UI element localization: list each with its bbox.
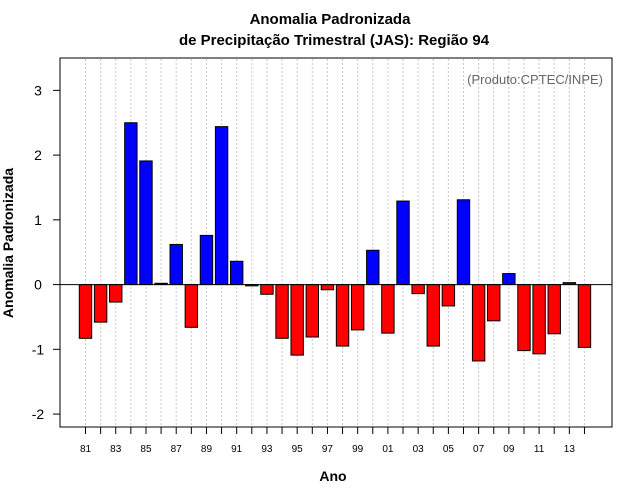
- bar-1985: [139, 160, 153, 286]
- bar-1999: [350, 284, 365, 331]
- bar-1991: [230, 260, 244, 286]
- y-tick-label: 2: [34, 147, 42, 163]
- bar-2008: [487, 284, 501, 322]
- x-tick-label: 03: [413, 444, 425, 455]
- y-tick-label: 3: [34, 82, 42, 98]
- x-tick-label: 01: [382, 444, 394, 455]
- x-tick-label: 07: [473, 444, 485, 455]
- bar-1994: [275, 284, 289, 339]
- y-axis-label: Anomalia Padronizada: [0, 168, 16, 318]
- x-axis-label: Ano: [319, 468, 346, 484]
- bar-1995: [290, 284, 304, 356]
- x-tick-label: 85: [140, 444, 152, 455]
- x-tick-label: 93: [261, 444, 273, 455]
- bar-2009: [502, 273, 516, 286]
- x-tick-label: 99: [352, 444, 364, 455]
- bar-1997: [320, 284, 335, 291]
- x-tick-label: 83: [110, 444, 122, 455]
- bar-1982: [93, 284, 108, 323]
- bar-1983: [109, 284, 123, 303]
- plot-frame: [59, 57, 613, 428]
- bars: [78, 122, 592, 362]
- bar-1990: [214, 126, 229, 286]
- y-tick-label: -1: [32, 341, 45, 357]
- x-tick-label: 95: [292, 444, 304, 455]
- bar-1987: [169, 243, 183, 286]
- bar-2004: [426, 284, 440, 347]
- x-tick-label: 91: [231, 444, 243, 455]
- bar-1981: [78, 284, 93, 339]
- bar-1984: [124, 122, 138, 286]
- chart-title: Anomalia Padronizada: [250, 11, 412, 28]
- chart-subtitle: de Precipitação Trimestral (JAS): Região…: [179, 32, 490, 49]
- bar-2012: [547, 284, 561, 335]
- bar-2010: [517, 284, 531, 352]
- x-tick-label: 05: [443, 444, 455, 455]
- bar-2006: [456, 199, 471, 286]
- bar-1993: [260, 284, 274, 295]
- bar-1998: [335, 284, 350, 347]
- x-tick-label: 09: [503, 444, 515, 455]
- bar-2003: [411, 284, 425, 295]
- bar-2001: [381, 284, 395, 334]
- bar-2007: [471, 284, 486, 362]
- x-tick-label: 11: [534, 444, 545, 455]
- bar-1996: [305, 284, 320, 338]
- bar-2011: [532, 284, 546, 355]
- x-tick-label: 13: [564, 444, 576, 455]
- credit-label: (Produto:CPTEC/INPE): [467, 72, 603, 87]
- y-tick-label: -2: [32, 406, 45, 422]
- bar-1988: [184, 284, 199, 328]
- y-tick-label: 0: [34, 277, 42, 293]
- bar-2002: [396, 200, 410, 286]
- bar-1989: [199, 234, 214, 286]
- x-tick-label: 81: [80, 444, 92, 455]
- bar-2005: [441, 284, 456, 307]
- x-tick-label: 97: [322, 444, 334, 455]
- bar-2000: [366, 249, 380, 286]
- grid: [85, 59, 585, 426]
- y-axis: -2 -1 0 1 2 3: [32, 82, 60, 422]
- x-tick-label: 87: [171, 444, 183, 455]
- x-tick-label: 89: [201, 444, 213, 455]
- bar-2014: [577, 284, 592, 348]
- y-tick-label: 1: [34, 212, 42, 228]
- x-axis: 81 83 85 87 89 91 93 95 97 99 01 03 05 07 09 11 13: [80, 427, 585, 455]
